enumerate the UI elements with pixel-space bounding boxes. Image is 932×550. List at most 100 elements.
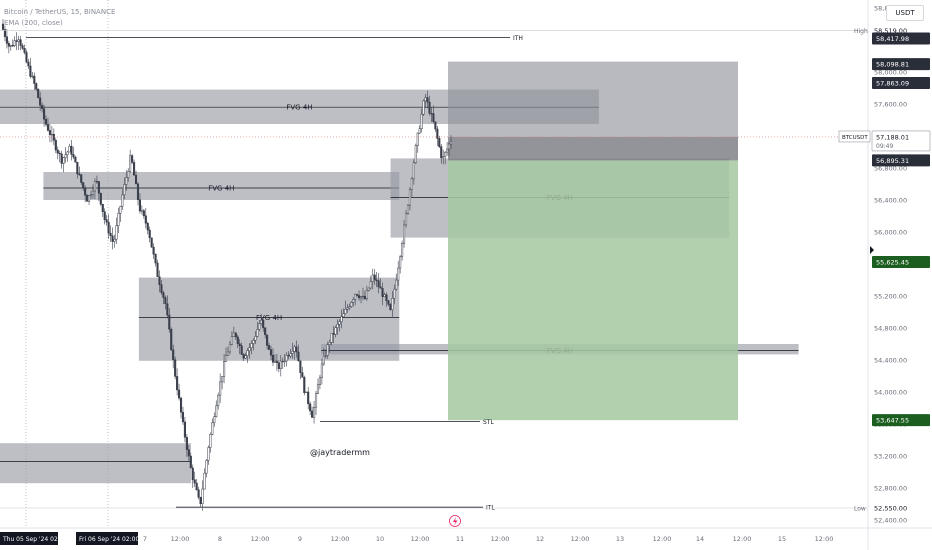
candle-body: [154, 253, 157, 264]
candle-body: [316, 384, 320, 394]
x-tick-label: 12:00: [331, 535, 350, 543]
price-label: 57,863.09: [876, 79, 909, 87]
candle-body: [293, 346, 296, 352]
price-label: 52,550.00: [874, 505, 907, 513]
candle-body: [107, 221, 110, 234]
candle-body: [178, 389, 181, 399]
fvg-zone[interactable]: [0, 443, 191, 484]
candle-body: [309, 403, 312, 412]
candle-body: [387, 300, 390, 305]
candle-body: [11, 45, 14, 47]
candle-body: [289, 353, 292, 357]
candle-body: [82, 182, 85, 189]
x-tick-label: 7: [143, 535, 147, 543]
currency-selector[interactable]: USDT: [886, 5, 924, 21]
candle-body: [287, 354, 290, 357]
candle-body: [258, 323, 261, 330]
candle-body: [291, 351, 294, 354]
candle-body: [408, 189, 411, 206]
candle-body: [27, 61, 30, 67]
price-label-box: [872, 154, 930, 167]
candle-body: [338, 321, 341, 325]
candle-body: [160, 284, 163, 293]
candle-body: [15, 40, 18, 42]
symbol-legend[interactable]: Bitcoin / TetherUS, 15, BINANCE: [4, 8, 116, 16]
candle-body: [406, 204, 410, 214]
candle-body: [391, 297, 394, 310]
candle-body: [95, 180, 98, 183]
candle-body: [371, 274, 374, 282]
author-watermark: @jaytradermm: [310, 448, 370, 457]
candle-body: [301, 372, 304, 378]
candle-body: [74, 156, 77, 163]
price-label: 58,098.81: [876, 61, 909, 69]
candle-body: [373, 274, 376, 281]
candle-body: [399, 256, 402, 269]
candle-body: [123, 184, 126, 196]
candle-body: [416, 132, 419, 146]
candle-body: [246, 350, 249, 356]
candle-body: [414, 145, 417, 164]
candle-body: [340, 316, 343, 322]
candle-body: [361, 295, 365, 298]
candle-body: [297, 351, 300, 362]
y-tick-label: 55,200.00: [874, 293, 907, 301]
indicator-legend[interactable]: EMA (200, close): [4, 19, 63, 27]
candle-body: [91, 190, 95, 196]
candle-body: [244, 355, 247, 359]
candle-body: [285, 354, 288, 362]
price-label-box: [872, 32, 930, 45]
candle-body: [35, 83, 38, 90]
candle-body: [256, 329, 259, 337]
candle-body: [252, 340, 255, 344]
candle-body: [101, 203, 104, 212]
candle-body: [379, 286, 382, 289]
candle-body: [3, 29, 6, 37]
candle-body: [19, 39, 22, 46]
candle-body: [156, 262, 159, 278]
price-label: 53,647.55: [876, 417, 909, 425]
candle-body: [9, 45, 12, 47]
x-tick-label: 12:00: [251, 535, 270, 543]
candle-body: [418, 128, 421, 134]
candle-body: [89, 194, 93, 196]
candle-body: [250, 343, 253, 348]
take-profit-zone[interactable]: [448, 160, 738, 421]
fvg-label: FVG 4H: [256, 314, 282, 322]
candle-body: [295, 346, 298, 353]
candle-body: [223, 361, 226, 377]
price-label-box: [872, 414, 930, 427]
x-tick-label: 11: [456, 535, 464, 543]
x-tick-label: 15: [778, 535, 786, 543]
x-tick-label: 9: [298, 535, 302, 543]
candle-body: [377, 280, 380, 288]
candle-body: [58, 152, 61, 155]
x-tick-label: 12:00: [815, 535, 834, 543]
candle-body: [125, 177, 128, 185]
candle-body: [162, 292, 165, 298]
candle-body: [230, 336, 233, 345]
candle-body: [199, 497, 202, 504]
candle-body: [397, 267, 400, 281]
candle-body: [383, 294, 386, 297]
candle-body: [41, 105, 44, 109]
scroll-arrow-icon[interactable]: [870, 246, 874, 254]
level-label-stl: STL: [483, 419, 494, 426]
x-tick-label: 12:00: [571, 535, 590, 543]
y-tick-label: 56,000.00: [874, 229, 907, 237]
candle-body: [144, 215, 147, 224]
candle-body: [134, 174, 138, 185]
fvg-zone[interactable]: [43, 172, 400, 200]
candle-body: [385, 294, 388, 301]
candle-body: [183, 421, 186, 438]
candle-body: [166, 303, 169, 316]
candle-body: [70, 145, 73, 155]
candle-body: [115, 225, 118, 240]
candle-body: [254, 336, 257, 341]
candle-body: [56, 149, 59, 154]
candle-body: [279, 360, 282, 369]
candle-body: [191, 467, 194, 481]
candle-body: [273, 360, 276, 363]
date-badge-box: [76, 532, 138, 545]
